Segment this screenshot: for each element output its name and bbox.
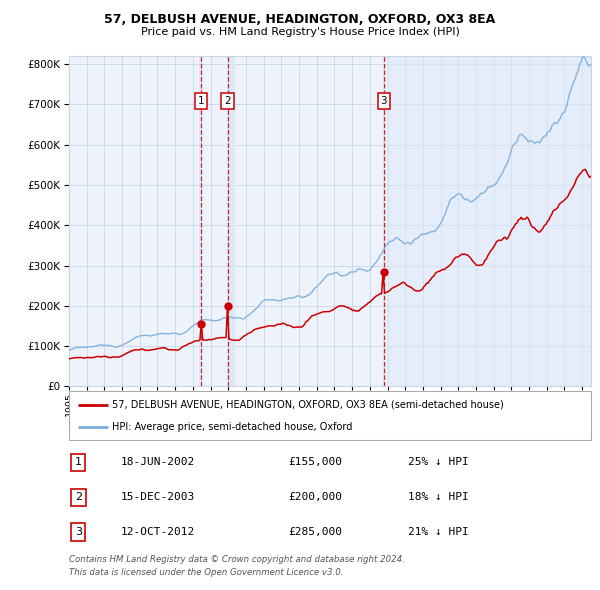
Text: 3: 3: [75, 527, 82, 537]
Text: Contains HM Land Registry data © Crown copyright and database right 2024.: Contains HM Land Registry data © Crown c…: [69, 555, 405, 563]
Text: £285,000: £285,000: [288, 527, 342, 537]
Text: Price paid vs. HM Land Registry's House Price Index (HPI): Price paid vs. HM Land Registry's House …: [140, 27, 460, 37]
Text: 1: 1: [197, 96, 205, 106]
Bar: [227, 56, 234, 386]
Text: HPI: Average price, semi-detached house, Oxford: HPI: Average price, semi-detached house,…: [112, 422, 352, 432]
Text: 18-JUN-2002: 18-JUN-2002: [121, 457, 196, 467]
Text: 2: 2: [75, 492, 82, 502]
Text: 1: 1: [75, 457, 82, 467]
FancyBboxPatch shape: [69, 391, 591, 440]
Text: 2: 2: [224, 96, 231, 106]
Bar: [199, 56, 202, 386]
Text: 15-DEC-2003: 15-DEC-2003: [121, 492, 196, 502]
Text: 57, DELBUSH AVENUE, HEADINGTON, OXFORD, OX3 8EA: 57, DELBUSH AVENUE, HEADINGTON, OXFORD, …: [104, 13, 496, 26]
Bar: [383, 56, 591, 386]
Text: 21% ↓ HPI: 21% ↓ HPI: [409, 527, 469, 537]
Text: 25% ↓ HPI: 25% ↓ HPI: [409, 457, 469, 467]
Text: 12-OCT-2012: 12-OCT-2012: [121, 527, 196, 537]
Text: 57, DELBUSH AVENUE, HEADINGTON, OXFORD, OX3 8EA (semi-detached house): 57, DELBUSH AVENUE, HEADINGTON, OXFORD, …: [112, 399, 503, 409]
Text: This data is licensed under the Open Government Licence v3.0.: This data is licensed under the Open Gov…: [69, 568, 343, 576]
Text: 18% ↓ HPI: 18% ↓ HPI: [409, 492, 469, 502]
Text: 3: 3: [380, 96, 387, 106]
Text: £200,000: £200,000: [288, 492, 342, 502]
Text: £155,000: £155,000: [288, 457, 342, 467]
